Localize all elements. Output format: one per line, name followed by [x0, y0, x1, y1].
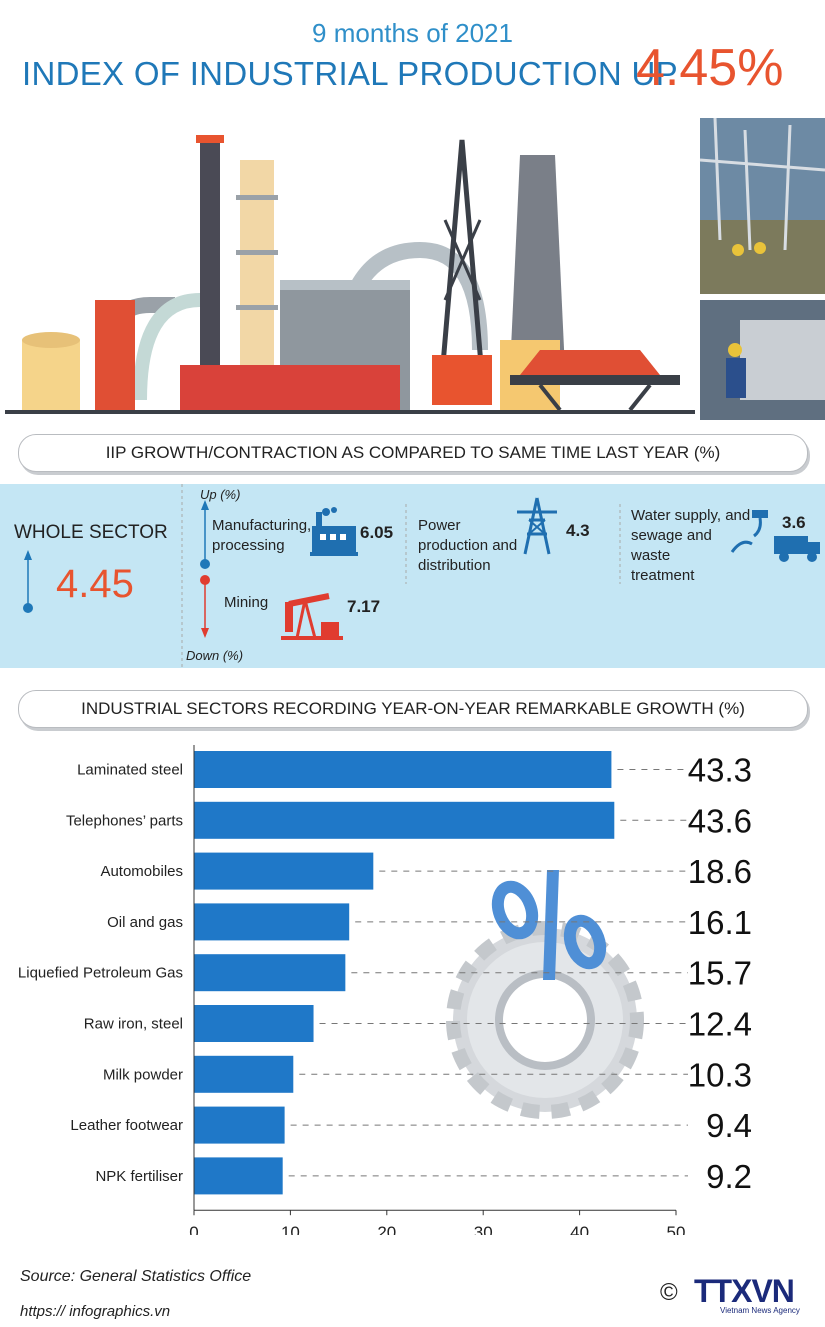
mining-value: 7.17: [347, 597, 380, 616]
x-tick-label-10: 10: [281, 1223, 300, 1235]
power-value: 4.3: [566, 521, 590, 540]
power-tower-icon: [517, 497, 557, 555]
agency-name: Vietnam News Agency: [720, 1306, 800, 1315]
whole-sector-up-arrow: [23, 550, 33, 613]
category-label-9: NPK fertiliser: [95, 1168, 183, 1185]
x-tick-label-50: 50: [667, 1223, 686, 1235]
down-label: Down (%): [186, 648, 243, 663]
category-label-2: Telephones’ parts: [66, 812, 183, 829]
whole-sector-label: WHOLE SECTOR: [14, 522, 168, 543]
up-down-axis: [181, 484, 621, 668]
category-label-5: Liquefied Petroleum Gas: [18, 965, 183, 982]
source-url[interactable]: https:// infographics.vn: [20, 1303, 171, 1320]
photo-power-substation: [699, 117, 825, 294]
water-label-line1: Water supply, and: [631, 507, 750, 524]
page-title: INDEX OF INDUSTRIAL PRODUCTION UP: [22, 55, 678, 92]
value-label-3: 18.6: [688, 853, 752, 890]
bars-group: Laminated steel 43.3 Telephones’ parts 43.6…: [18, 751, 752, 1195]
bar-9: [194, 1157, 283, 1195]
bar-5: [194, 954, 346, 992]
x-tick-label-0: 0: [189, 1223, 198, 1235]
factory-icon: [310, 507, 358, 556]
manufacturing-label-line1: Manufacturing,: [212, 517, 311, 534]
category-label-4: Oil and gas: [107, 914, 183, 931]
iip-panel: [0, 484, 825, 668]
oil-pump-icon: [281, 593, 343, 640]
value-label-8: 9.4: [706, 1107, 752, 1144]
power-label-line3: distribution: [418, 557, 491, 574]
bar-1: [194, 751, 612, 788]
value-label-4: 16.1: [688, 904, 752, 941]
source-note: Source: General Statistics Office: [20, 1268, 252, 1285]
whole-sector-value: 4.45: [56, 562, 134, 606]
value-label-5: 15.7: [688, 955, 752, 992]
x-axis: 0 10 20 30 40 50: [189, 745, 685, 1235]
x-tick-label-40: 40: [570, 1223, 589, 1235]
iip-direction-graphics: Up (%) Down (%) Manufacturing, processin…: [23, 484, 820, 668]
water-label-line4: treatment: [631, 567, 695, 584]
up-label: Up (%): [200, 487, 240, 502]
category-label-8: Leather footwear: [70, 1117, 183, 1134]
bar-6: [194, 1005, 314, 1042]
bar-8: [194, 1106, 285, 1144]
water-label-line2: sewage and: [631, 527, 712, 544]
value-label-6: 12.4: [688, 1006, 752, 1043]
bar-7: [194, 1055, 294, 1093]
growth-bar-chart: Laminated steel 43.3 Telephones’ parts 43.6…: [18, 745, 752, 1235]
water-value: 3.6: [782, 513, 806, 532]
chart-section-banner: INDUSTRIAL SECTORS RECORDING YEAR-ON-YEA…: [18, 690, 808, 728]
ttxvn-logo: © TTXVN Vietnam News Agency: [660, 1273, 800, 1315]
manufacturing-value: 6.05: [360, 523, 393, 542]
bar-4: [194, 903, 350, 941]
photo-assembly-line: [700, 300, 825, 420]
x-tick-label-30: 30: [474, 1223, 493, 1235]
iip-texts: Up (%) Down (%) Manufacturing, processin…: [186, 487, 806, 663]
power-label-line1: Power: [418, 517, 461, 534]
category-label-1: Laminated steel: [77, 762, 183, 779]
x-tick-label-20: 20: [377, 1223, 396, 1235]
headline-value: 4.45%: [636, 39, 784, 97]
industrial-plant-illustration: [5, 117, 825, 420]
mining-label: Mining: [224, 594, 268, 611]
gear-percent-decoration: [446, 870, 644, 1119]
value-label-2: 43.6: [688, 802, 752, 839]
bar-3: [194, 852, 374, 890]
water-label-line3: waste: [630, 547, 670, 564]
category-label-6: Raw iron, steel: [84, 1016, 183, 1033]
period-subtitle: 9 months of 2021: [312, 18, 513, 48]
water-truck-icon: [730, 510, 820, 562]
agency-logo-text: TTXVN: [694, 1273, 794, 1309]
value-label-7: 10.3: [688, 1056, 752, 1093]
factory-illustration: [5, 135, 695, 414]
category-label-3: Automobiles: [100, 863, 183, 880]
category-label-7: Milk powder: [103, 1066, 183, 1083]
manufacturing-label-line2: processing: [212, 537, 285, 554]
copyright-symbol: ©: [660, 1279, 678, 1306]
bar-2: [194, 801, 615, 839]
power-label-line2: production and: [418, 537, 517, 554]
value-label-1: 43.3: [688, 752, 752, 789]
iip-section-banner: IIP GROWTH/CONTRACTION AS COMPARED TO SA…: [18, 434, 808, 472]
value-label-9: 9.2: [706, 1158, 752, 1195]
